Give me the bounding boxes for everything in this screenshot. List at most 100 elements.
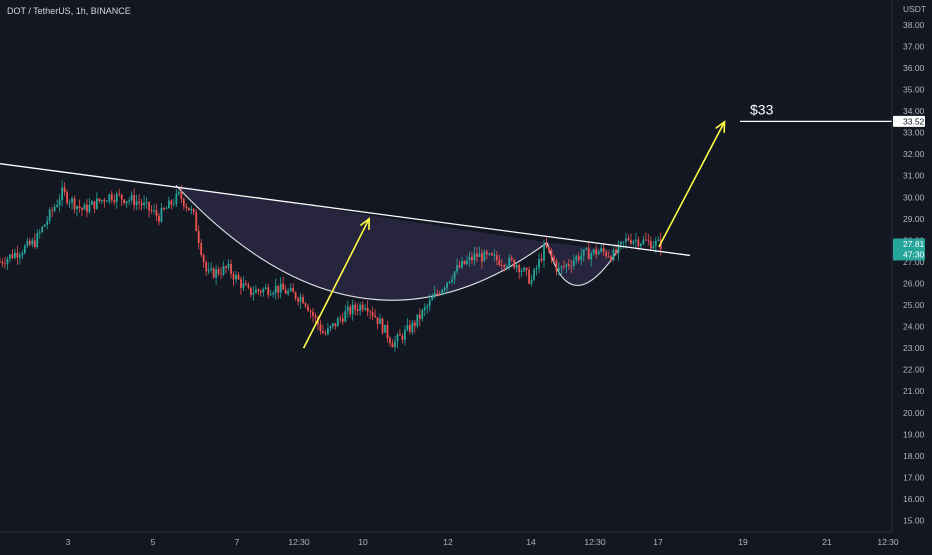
candle-body bbox=[376, 317, 379, 324]
candle-body bbox=[165, 208, 168, 210]
candle-body bbox=[570, 265, 573, 267]
candle-body bbox=[339, 318, 342, 320]
candle-body bbox=[309, 310, 312, 312]
candle-body bbox=[262, 288, 265, 293]
candle-body bbox=[98, 198, 101, 202]
candle-body bbox=[508, 257, 511, 267]
candle-body bbox=[620, 241, 622, 245]
candle-body bbox=[473, 253, 476, 261]
candle-body bbox=[406, 325, 409, 330]
candle-body bbox=[607, 256, 610, 257]
candle-body bbox=[110, 194, 113, 201]
candle-body bbox=[235, 274, 237, 280]
candle-body bbox=[247, 284, 250, 288]
candle-body bbox=[493, 255, 496, 256]
price-tick-label: 33.00 bbox=[903, 128, 925, 138]
time-tick-label: 14 bbox=[526, 537, 536, 547]
candle-body bbox=[580, 255, 583, 260]
candle-body bbox=[361, 304, 364, 310]
price-tick-label: 30.00 bbox=[903, 192, 925, 202]
candle-body bbox=[257, 289, 260, 291]
candle-body bbox=[408, 325, 411, 333]
candle-body bbox=[182, 198, 185, 207]
time-tick-label: 12:30 bbox=[584, 537, 606, 547]
price-tick-label: 26.00 bbox=[903, 278, 925, 288]
price-tick-label: 31.00 bbox=[903, 171, 925, 181]
candle-body bbox=[33, 240, 36, 247]
candle-body bbox=[523, 267, 526, 271]
candle-body bbox=[274, 285, 277, 294]
candle-body bbox=[38, 231, 41, 233]
candle-body bbox=[252, 293, 255, 295]
candle-body bbox=[528, 269, 530, 284]
candle-body bbox=[56, 204, 59, 207]
candle-body bbox=[466, 260, 468, 265]
candle-body bbox=[500, 265, 503, 266]
candle-body bbox=[118, 193, 121, 195]
candle-body bbox=[150, 210, 153, 212]
candle-body bbox=[538, 258, 540, 269]
candle-body bbox=[356, 309, 359, 311]
time-tick-label: 12 bbox=[443, 537, 453, 547]
candle-body bbox=[428, 300, 431, 306]
candle-body bbox=[113, 200, 116, 202]
currency-label: USDT bbox=[903, 4, 926, 14]
candle-body bbox=[329, 326, 332, 329]
candle-body bbox=[567, 264, 570, 266]
candle-body bbox=[384, 324, 386, 333]
candle-body bbox=[411, 322, 414, 333]
arrow-shaft bbox=[302, 218, 370, 349]
candle-body bbox=[553, 256, 555, 262]
candle-body bbox=[299, 296, 302, 302]
candle-body bbox=[158, 215, 160, 222]
candle-body bbox=[168, 200, 170, 209]
price-tick-label: 36.00 bbox=[903, 63, 925, 73]
candle-body bbox=[294, 292, 297, 299]
candle-body bbox=[21, 253, 24, 256]
candle-body bbox=[349, 306, 352, 315]
candle-body bbox=[326, 328, 329, 335]
candle-body bbox=[277, 285, 280, 293]
candle-body bbox=[654, 240, 657, 247]
candle-body bbox=[575, 256, 578, 261]
candle-body bbox=[458, 265, 461, 268]
candle-body bbox=[421, 310, 424, 319]
candle-body bbox=[391, 343, 394, 348]
cup-and-handle-pattern bbox=[175, 184, 619, 301]
candle-body bbox=[468, 256, 471, 261]
candle-body bbox=[170, 200, 173, 205]
candle-body bbox=[135, 201, 138, 206]
target-label: $33 bbox=[750, 101, 774, 117]
candle-body bbox=[451, 279, 453, 282]
time-tick-label: 10 bbox=[358, 537, 368, 547]
candle-body bbox=[590, 253, 593, 260]
candle-body bbox=[284, 289, 287, 294]
candle-body bbox=[103, 199, 106, 202]
candle-body bbox=[36, 232, 39, 247]
candle-body bbox=[448, 281, 451, 283]
candle-body bbox=[478, 253, 481, 257]
candle-body bbox=[240, 279, 242, 288]
candle-body bbox=[351, 304, 354, 315]
price-badge-bg bbox=[893, 115, 925, 127]
candle-body bbox=[592, 249, 595, 254]
candle-body bbox=[600, 248, 603, 252]
candle-body bbox=[53, 206, 56, 211]
candle-body bbox=[577, 256, 580, 260]
candle-body bbox=[76, 206, 78, 210]
candle-body bbox=[386, 324, 389, 338]
candle-body bbox=[637, 239, 640, 247]
candle-body bbox=[359, 304, 362, 311]
candle-body bbox=[51, 209, 54, 211]
price-badge-value: 33.52 bbox=[903, 116, 925, 126]
candle-body bbox=[160, 207, 163, 222]
candle-body bbox=[302, 296, 304, 304]
candle-body bbox=[287, 290, 290, 294]
candle-body bbox=[207, 269, 210, 272]
resistance-trendline bbox=[0, 163, 691, 257]
candle-body bbox=[597, 251, 600, 255]
candle-body bbox=[560, 266, 563, 269]
